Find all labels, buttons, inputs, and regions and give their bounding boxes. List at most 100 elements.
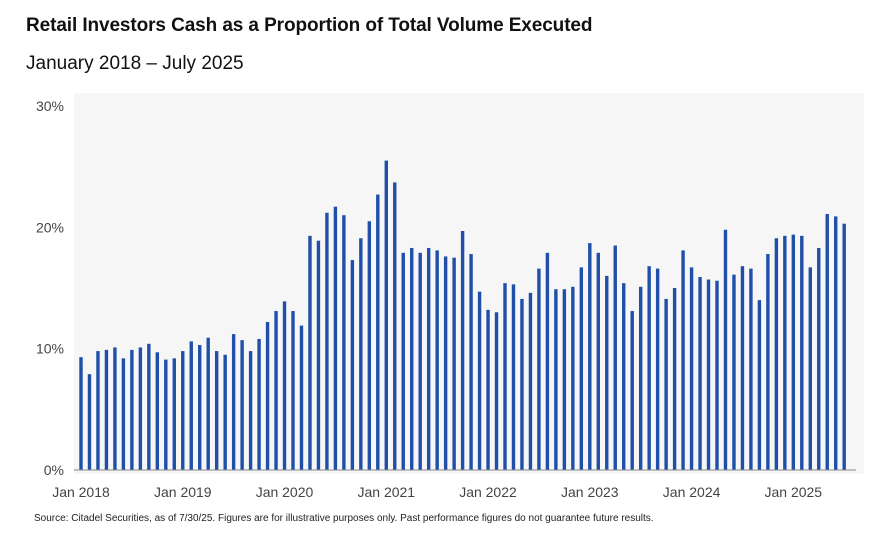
bar [808, 267, 812, 470]
bar [681, 250, 685, 470]
x-tick-label: Jan 2021 [357, 484, 415, 500]
bar [147, 343, 151, 470]
bar [248, 351, 253, 470]
bar [554, 289, 558, 470]
bar [121, 358, 126, 470]
bar [155, 352, 160, 470]
bar [333, 206, 338, 470]
bar [257, 338, 261, 470]
bar [698, 277, 702, 470]
bar [87, 374, 92, 470]
bar [308, 235, 312, 470]
bar [834, 216, 838, 470]
bar [206, 337, 210, 470]
bar [800, 235, 804, 470]
bar [842, 223, 846, 470]
bar [426, 247, 431, 470]
bar [528, 292, 533, 470]
y-tick-label: 0% [44, 462, 64, 478]
bar [477, 291, 482, 470]
bar [443, 256, 448, 470]
bar [198, 345, 202, 470]
bar [817, 247, 821, 470]
bar [96, 351, 100, 470]
bar [588, 243, 592, 470]
bar [418, 252, 422, 470]
bar [181, 351, 185, 470]
bar [138, 347, 143, 470]
bar [460, 230, 465, 470]
bar [214, 351, 219, 470]
x-tick-label: Jan 2023 [561, 484, 619, 500]
x-tick-label: Jan 2022 [459, 484, 517, 500]
y-tick-label: 20% [36, 219, 64, 235]
bar [342, 215, 346, 470]
source-note: Source: Citadel Securities, as of 7/30/2… [34, 513, 654, 524]
bar [265, 321, 270, 470]
bar [350, 260, 355, 470]
bar [367, 221, 372, 470]
bar [325, 212, 329, 470]
bar [757, 300, 762, 470]
bar [291, 311, 295, 470]
chart-subtitle: January 2018 – July 2025 [26, 53, 244, 74]
bar-chart: 0%10%20%30% Jan 2018 Jan 2019 Jan 2020 Jan … [35, 98, 856, 500]
bar [545, 252, 550, 470]
bar [376, 194, 380, 470]
bar [172, 358, 176, 470]
bar [706, 279, 711, 470]
bar [316, 240, 321, 470]
bar [503, 283, 507, 470]
bar [223, 354, 227, 470]
bar [393, 182, 397, 470]
bar [452, 257, 456, 470]
bar [622, 283, 626, 470]
bar [359, 238, 363, 470]
bar [664, 298, 668, 470]
x-axis-ticks: Jan 2018 Jan 2019 Jan 2020 Jan 2021 Jan 2022… [52, 484, 822, 500]
bars-group [79, 160, 846, 471]
x-tick-label: Jan 2025 [764, 484, 822, 500]
bar [783, 235, 787, 470]
bar [596, 252, 600, 470]
bar [435, 250, 439, 470]
bar [749, 268, 753, 470]
bar [732, 274, 736, 470]
bar [647, 266, 651, 470]
bar [774, 238, 779, 470]
bar [655, 268, 660, 470]
bar [164, 359, 168, 470]
bar [486, 309, 490, 470]
bar [630, 311, 634, 470]
bar [231, 334, 236, 470]
bar [613, 245, 617, 470]
bar [282, 301, 287, 470]
bar [605, 275, 609, 470]
x-tick-label: Jan 2019 [154, 484, 212, 500]
bar [274, 311, 278, 470]
bar [723, 229, 728, 470]
x-tick-label: Jan 2020 [256, 484, 314, 500]
chart-title: Retail Investors Cash as a Proportion of… [26, 15, 593, 36]
bar [638, 286, 643, 470]
y-axis-ticks: 0% 10% 20% 30% [36, 98, 64, 478]
bar [384, 160, 388, 470]
y-tick-label: 30% [36, 98, 64, 114]
x-tick-label: Jan 2018 [52, 484, 110, 500]
bar [537, 268, 541, 470]
bar [715, 280, 719, 470]
bar [130, 349, 134, 470]
bar [579, 267, 584, 470]
bar [689, 267, 694, 470]
bar [79, 357, 83, 470]
bar [766, 254, 770, 470]
bar [410, 247, 414, 470]
bar [113, 347, 117, 470]
bar [240, 340, 244, 470]
bar [189, 341, 193, 470]
bar [571, 286, 575, 470]
bar [511, 284, 516, 470]
bar [740, 266, 745, 470]
bar [401, 252, 405, 470]
bar [299, 325, 304, 470]
